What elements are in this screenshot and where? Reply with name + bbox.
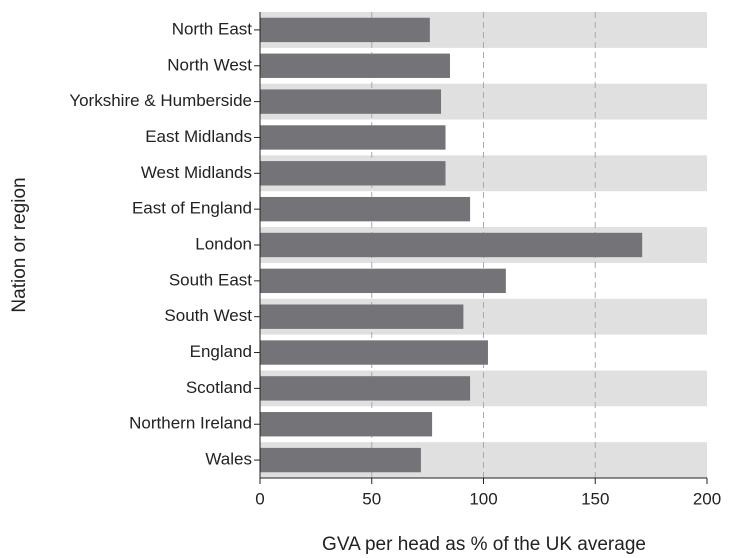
x-tick-label: 50 [362,489,381,508]
bar [260,125,446,150]
y-tick-label: South East [169,270,252,289]
bar [260,17,430,43]
bar [260,268,506,294]
y-tick-label: Scotland [186,378,252,397]
x-tick-label: 200 [693,489,721,508]
bar [260,53,450,78]
bar [260,89,442,114]
bar [260,340,488,365]
x-axis-label: GVA per head as % of the UK average [322,534,646,555]
bar [260,447,421,473]
bar [260,376,471,401]
y-tick-label: North East [172,19,253,38]
x-tick-label: 150 [581,489,609,508]
x-tick-label: 0 [255,489,264,508]
y-tick-label: Wales [205,450,252,469]
y-tick-label: East of England [132,199,252,218]
y-tick-label: Northern Ireland [129,414,252,433]
bar [260,196,471,222]
y-tick-label: South West [164,306,252,325]
bar [260,232,643,258]
y-tick-label: East Midlands [145,127,252,146]
y-tick-label: North West [167,55,252,74]
y-tick-label: Yorkshire & Humberside [69,91,252,110]
bar [260,161,446,186]
bar [260,304,464,329]
y-tick-label: West Midlands [141,163,252,182]
y-tick-label: England [190,342,252,361]
y-tick-label: London [195,234,252,253]
y-axis-label: Nation or region [9,177,30,312]
x-tick-label: 100 [469,489,497,508]
bar [260,412,433,437]
